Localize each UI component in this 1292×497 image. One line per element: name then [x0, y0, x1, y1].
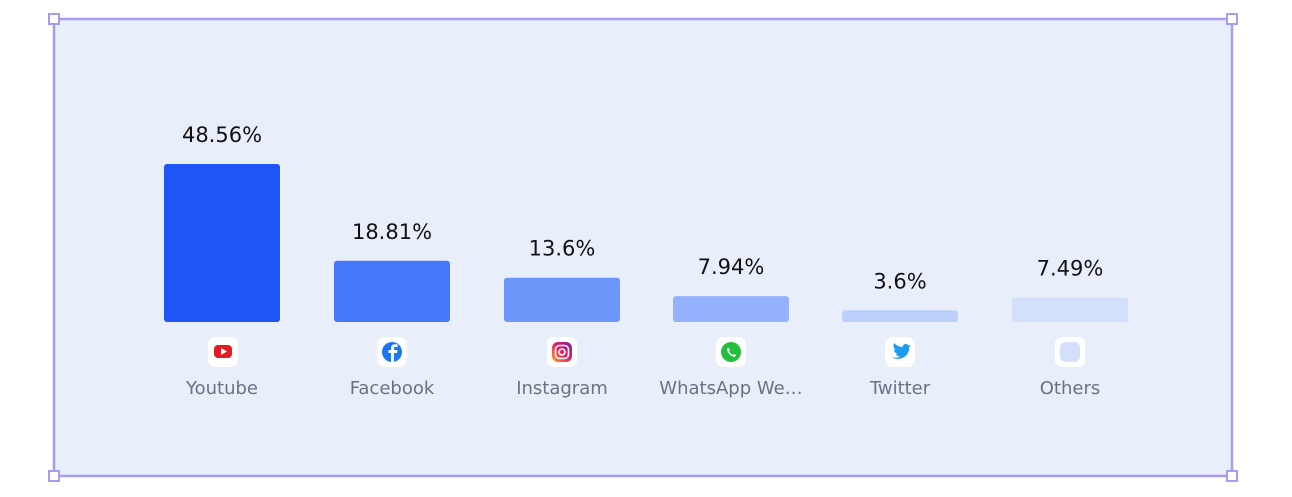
- facebook-icon: [377, 337, 407, 367]
- bar: [504, 277, 620, 322]
- category-label: Youtube: [185, 378, 258, 399]
- category-label: Instagram: [516, 378, 608, 399]
- icons: [208, 337, 1085, 367]
- twitter-icon: [885, 337, 915, 367]
- value-label: 48.56%: [182, 123, 262, 147]
- value-label: 7.49%: [1037, 257, 1104, 281]
- bar: [334, 260, 450, 322]
- selection-frame: [52, 17, 1234, 478]
- category-label: Others: [1040, 378, 1101, 399]
- bar: [673, 296, 789, 322]
- value-label: 18.81%: [352, 220, 432, 244]
- category-label: Twitter: [869, 378, 931, 399]
- category-label: Facebook: [350, 378, 435, 399]
- others-icon: [1055, 337, 1085, 367]
- instagram-icon: [547, 337, 577, 367]
- category-label: WhatsApp We…: [659, 378, 802, 399]
- bar: [1012, 297, 1128, 322]
- value-label: 7.94%: [698, 255, 765, 279]
- selection-handles: [48, 13, 1238, 482]
- bar: [164, 164, 280, 322]
- youtube-icon: [208, 337, 238, 367]
- whatsapp-icon: [716, 337, 746, 367]
- bar: [842, 310, 958, 322]
- value-label: 3.6%: [873, 269, 926, 293]
- value-label: 13.6%: [529, 237, 596, 261]
